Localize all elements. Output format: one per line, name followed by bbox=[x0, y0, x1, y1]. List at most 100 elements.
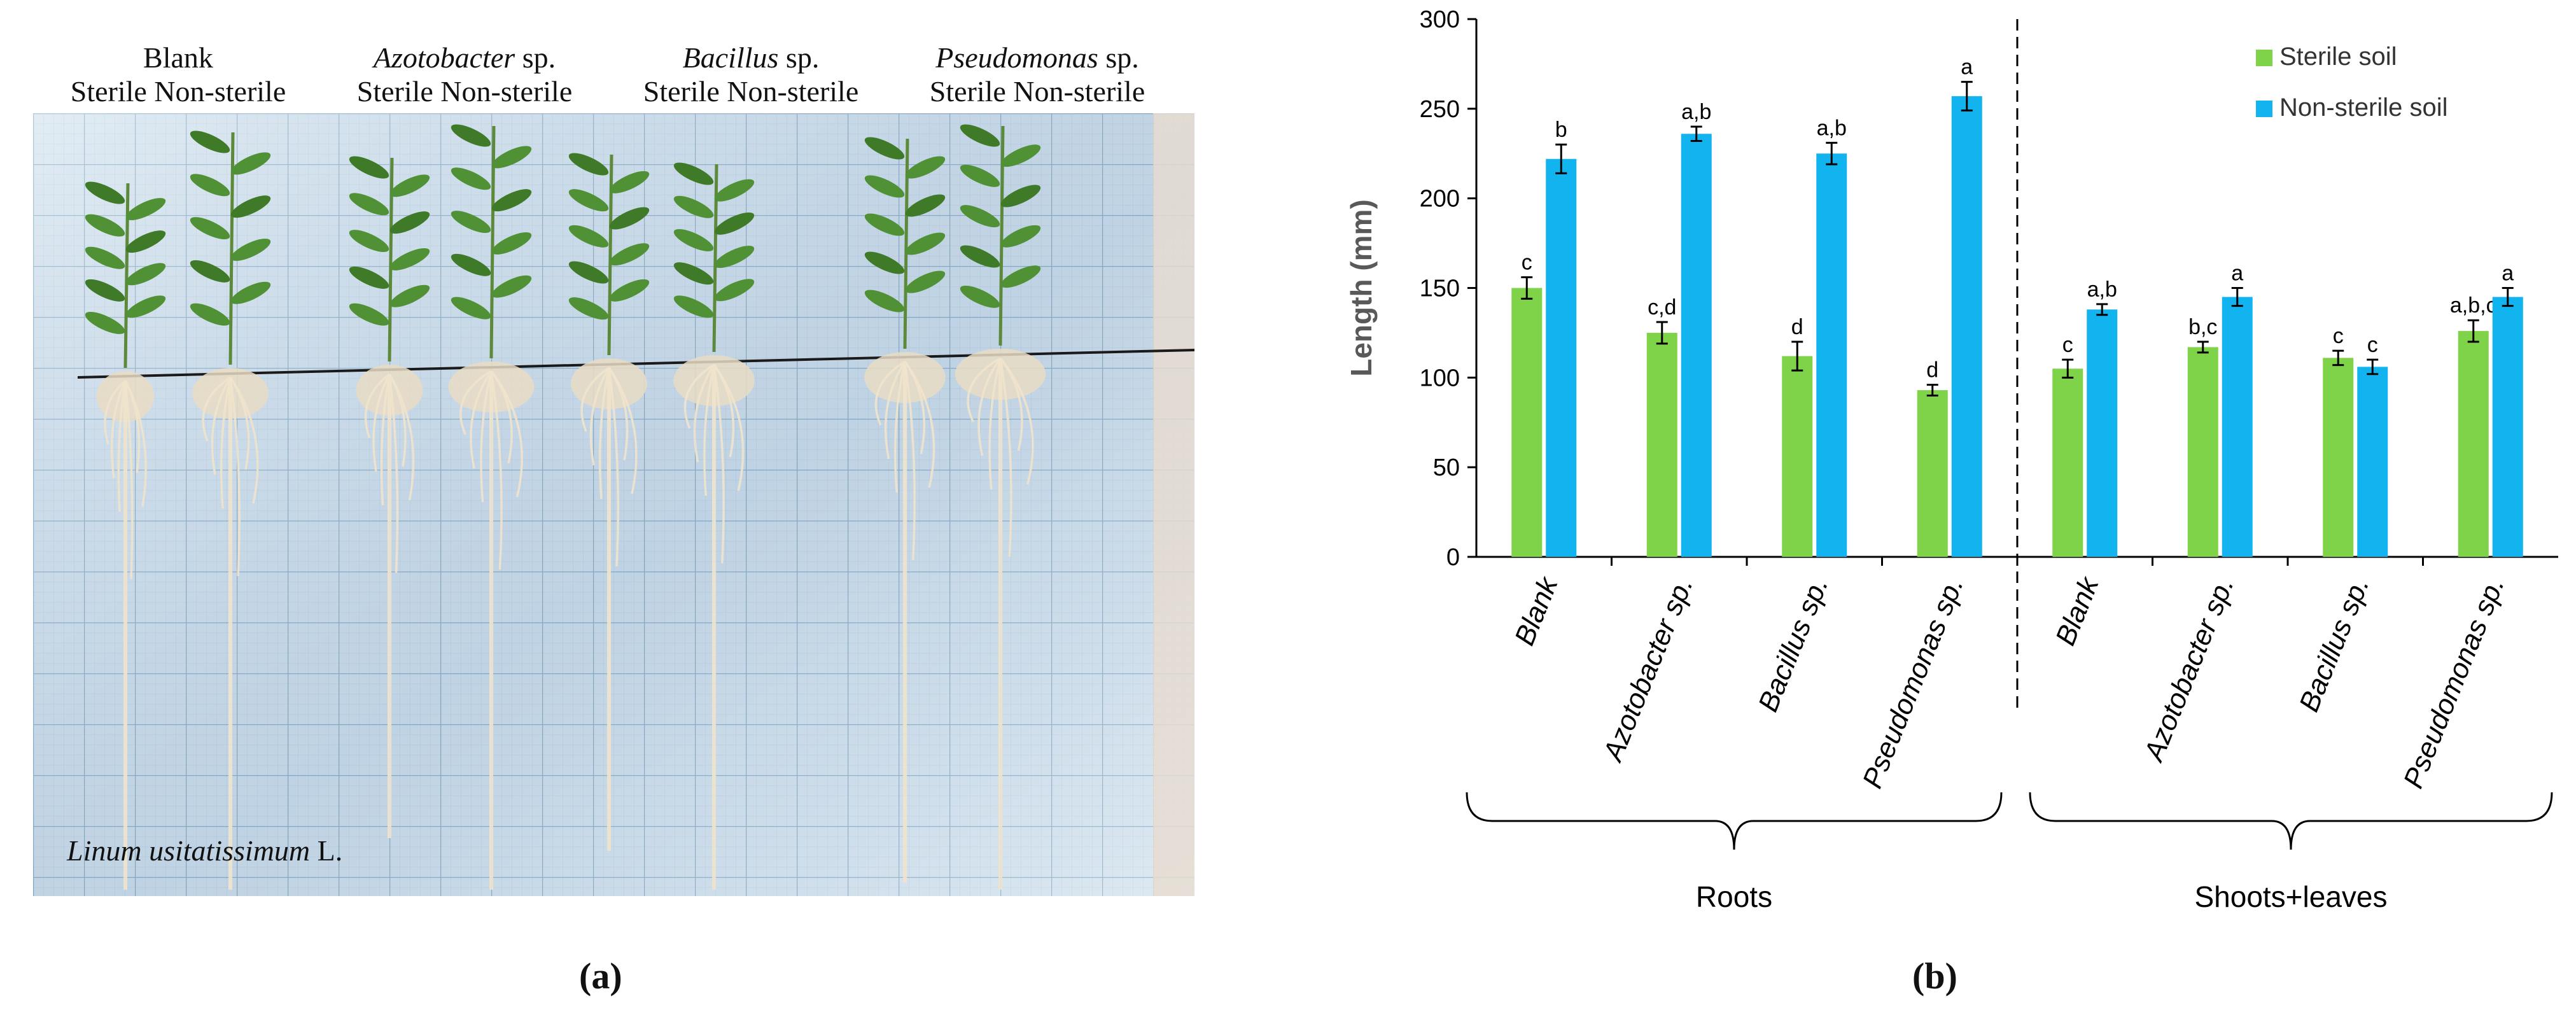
plant-leaf bbox=[568, 153, 609, 176]
plant-leaf bbox=[864, 251, 905, 274]
bar-sterile bbox=[1511, 288, 1543, 557]
x-category-label: Azotobacter sp. bbox=[2138, 573, 2240, 767]
root-strand bbox=[580, 367, 610, 432]
plant-leaf bbox=[349, 193, 389, 216]
group-brace-roots bbox=[1466, 792, 2003, 850]
root-strand bbox=[683, 363, 715, 429]
legend-label: Sterile soil bbox=[2279, 43, 2397, 71]
bar-sterile bbox=[2458, 331, 2489, 557]
significance-letter: a,b bbox=[2087, 277, 2117, 302]
bar-non-sterile bbox=[1816, 153, 1847, 557]
plant-leaf bbox=[85, 181, 125, 204]
plant-leaf bbox=[389, 284, 430, 307]
bar-sterile bbox=[1646, 332, 1677, 557]
plant-leaf bbox=[1000, 144, 1041, 167]
panel-letter-b: (b) bbox=[1912, 955, 1957, 997]
significance-letter: c bbox=[2062, 333, 2073, 357]
plant-leaf bbox=[230, 238, 271, 261]
plant-leaf bbox=[568, 225, 609, 248]
root-strand bbox=[104, 379, 127, 445]
plant-leaf bbox=[960, 205, 1000, 228]
plant-leaf bbox=[568, 189, 609, 212]
root-strand bbox=[202, 376, 231, 442]
plant-leaf bbox=[609, 279, 650, 302]
y-axis-label: Length (mm) bbox=[1345, 199, 1378, 377]
y-tick-label: 200 bbox=[1420, 186, 1460, 213]
plant-leaf bbox=[1000, 265, 1041, 288]
y-tick-label: 0 bbox=[1446, 544, 1460, 571]
x-category-label: Bacillus sp. bbox=[1753, 573, 1835, 716]
significance-letter: c bbox=[2333, 324, 2344, 348]
root-strand bbox=[117, 380, 127, 512]
x-category-label: Azotobacter sp. bbox=[1597, 573, 1699, 767]
plant-leaf bbox=[349, 156, 389, 179]
plant-leaf bbox=[864, 213, 905, 236]
panel-a: Blank Sterile Non-sterile Azotobacter sp… bbox=[0, 0, 1209, 1010]
significance-letter: a bbox=[1961, 55, 1973, 80]
x-category-label: Blank bbox=[1509, 572, 1564, 650]
plant-leaf bbox=[960, 124, 1000, 147]
plant-photo bbox=[33, 113, 1194, 896]
root-strand bbox=[608, 367, 638, 494]
column-heading-pseudomonas: Pseudomonas sp. Sterile Non-sterile bbox=[929, 41, 1145, 108]
root-strand bbox=[894, 361, 906, 493]
significance-letter: c,d bbox=[1648, 295, 1676, 319]
root-strand bbox=[124, 380, 134, 580]
plant-leaf bbox=[349, 303, 389, 326]
root-strand bbox=[388, 374, 415, 501]
root-strand bbox=[110, 380, 127, 479]
bar-non-sterile bbox=[1681, 134, 1712, 557]
significance-letter: b bbox=[1555, 118, 1567, 142]
root-strand bbox=[703, 364, 715, 496]
plant-leaf bbox=[349, 230, 389, 253]
root-strand bbox=[229, 377, 259, 504]
plant-leaf bbox=[230, 152, 271, 175]
root-strand bbox=[372, 374, 391, 472]
plant-leaf bbox=[673, 162, 714, 185]
plant-leaf bbox=[609, 171, 650, 193]
root-strand bbox=[470, 370, 493, 469]
bar-non-sterile bbox=[2492, 297, 2523, 557]
y-tick-label: 300 bbox=[1420, 6, 1460, 33]
root-strand bbox=[608, 367, 620, 567]
plant-leaf bbox=[491, 232, 532, 255]
significance-letter: b,c bbox=[2188, 315, 2217, 339]
root-strand bbox=[977, 357, 1002, 456]
plant-leaf bbox=[960, 164, 1000, 187]
plant-leaf bbox=[673, 228, 714, 251]
bar-non-sterile bbox=[2357, 367, 2388, 557]
plant-leaf bbox=[190, 130, 230, 153]
plant-leaf bbox=[451, 167, 491, 190]
plant-leaf bbox=[85, 214, 125, 237]
root-strand bbox=[967, 357, 1001, 423]
plant-leaf bbox=[714, 279, 755, 302]
root-strand bbox=[598, 367, 610, 500]
plant-leaf bbox=[714, 179, 755, 202]
bar-non-sterile bbox=[1951, 96, 1982, 557]
column-heading-bacillus: Bacillus sp. Sterile Non-sterile bbox=[643, 41, 859, 108]
column-heading-blank: Blank Sterile Non-sterile bbox=[70, 41, 286, 108]
plant-leaf bbox=[1000, 225, 1041, 248]
group-label-roots: Roots bbox=[1696, 880, 1772, 913]
root-strand bbox=[884, 361, 906, 459]
plant-leaf bbox=[125, 295, 166, 318]
plant-leaf bbox=[190, 174, 230, 197]
root-strand bbox=[988, 358, 1002, 490]
root-strand bbox=[589, 367, 610, 466]
root-strand bbox=[874, 360, 906, 426]
plant-leaf bbox=[673, 195, 714, 218]
significance-letter: c bbox=[1522, 251, 1532, 275]
bar-chart: 0 50 100 150 200 250 300 Length (mm) c b Blank c,d a… bbox=[1345, 6, 2558, 913]
significance-letter: a bbox=[2231, 262, 2243, 286]
plant-leaf bbox=[230, 281, 271, 304]
x-category-label: Pseudomonas sp. bbox=[2398, 573, 2510, 792]
x-category-label: Blank bbox=[2050, 572, 2105, 650]
significance-letter: a bbox=[2502, 262, 2514, 286]
legend-swatch bbox=[2256, 50, 2272, 66]
root-strand bbox=[380, 374, 391, 506]
root-strand bbox=[693, 364, 715, 463]
plant-leaf bbox=[673, 262, 714, 285]
bar-non-sterile bbox=[2087, 309, 2118, 557]
plant-leaf bbox=[190, 217, 230, 240]
root-strand bbox=[904, 360, 935, 488]
